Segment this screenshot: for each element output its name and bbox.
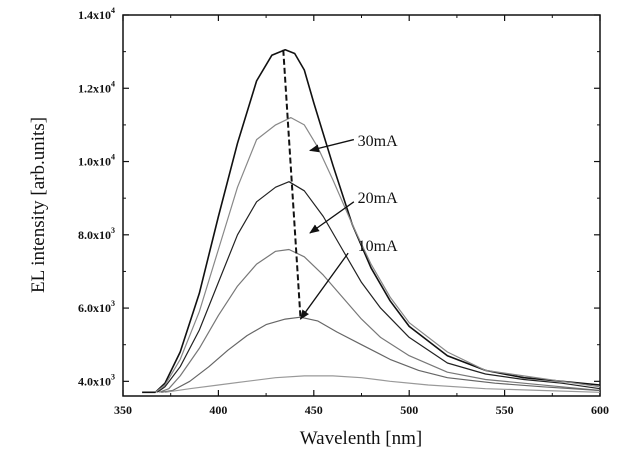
y-tick-mantissa: 8.0x10 (78, 228, 111, 242)
annotation-label: 30mA (358, 133, 398, 150)
annotation-label: 10mA (358, 238, 398, 255)
y-tick-mantissa: 1.0x10 (78, 155, 111, 169)
x-axis-title: Wavelenth [nm] (300, 428, 422, 449)
y-tick-label: 1.0x104 (78, 153, 115, 169)
y-tick-exponent: 3 (111, 299, 115, 308)
annotation-arrow (300, 253, 348, 319)
x-tick-label: 400 (209, 403, 227, 417)
x-tick-label: 600 (591, 403, 609, 417)
series-line-3 (157, 182, 600, 393)
series-line-1 (142, 50, 600, 393)
y-tick-label: 8.0x103 (78, 226, 115, 242)
y-tick-mantissa: 1.2x10 (78, 81, 111, 95)
y-tick-mantissa: 1.4x10 (78, 8, 111, 22)
y-tick-label: 1.4x104 (78, 6, 115, 22)
y-tick-exponent: 3 (111, 372, 115, 381)
y-tick-label: 6.0x103 (78, 299, 115, 315)
y-tick-exponent: 4 (111, 6, 115, 15)
y-tick-label: 4.0x103 (78, 372, 115, 388)
y-tick-label: 1.2x104 (78, 79, 115, 95)
series-line-2 (155, 118, 600, 393)
y-tick-mantissa: 4.0x10 (78, 374, 111, 388)
y-tick-exponent: 4 (111, 79, 115, 88)
y-axis-title: EL intensity [arb.units] (28, 117, 49, 293)
y-tick-mantissa: 6.0x10 (78, 301, 111, 315)
series-line-4 (159, 250, 600, 393)
annotation-label: 20mA (358, 190, 398, 207)
x-tick-label: 500 (400, 403, 418, 417)
y-tick-exponent: 3 (111, 226, 115, 235)
x-tick-label: 550 (496, 403, 514, 417)
x-tick-label: 350 (114, 403, 132, 417)
x-tick-label: 450 (305, 403, 323, 417)
y-tick-exponent: 4 (111, 153, 115, 162)
